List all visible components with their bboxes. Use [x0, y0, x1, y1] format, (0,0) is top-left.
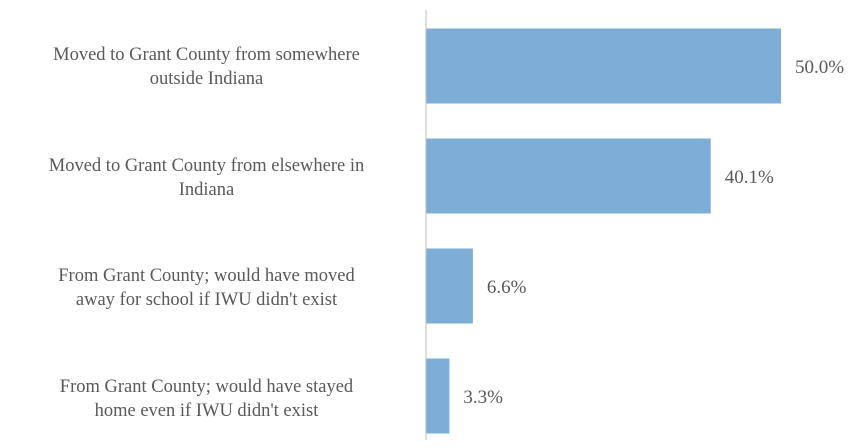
value-label-1: 40.1%	[725, 167, 774, 188]
bar-0	[426, 28, 781, 104]
category-label-1: Moved to Grant County from elsewhere in …	[48, 156, 365, 200]
category-label-3: From Grant County; would have stayed hom…	[59, 377, 354, 421]
value-labels-group: 50.0% 40.1% 6.6% 3.3%	[463, 57, 844, 408]
category-label-0: Moved to Grant County from somewhere out…	[53, 45, 360, 89]
bar-3	[426, 358, 450, 434]
bar-1	[426, 138, 711, 214]
value-label-2: 6.6%	[487, 277, 527, 298]
value-label-3: 3.3%	[463, 387, 503, 408]
category-label-2: From Grant County; would have moved away…	[58, 266, 355, 310]
bars-group	[426, 28, 781, 434]
value-label-0: 50.0%	[795, 57, 844, 78]
bar-2	[426, 248, 473, 324]
